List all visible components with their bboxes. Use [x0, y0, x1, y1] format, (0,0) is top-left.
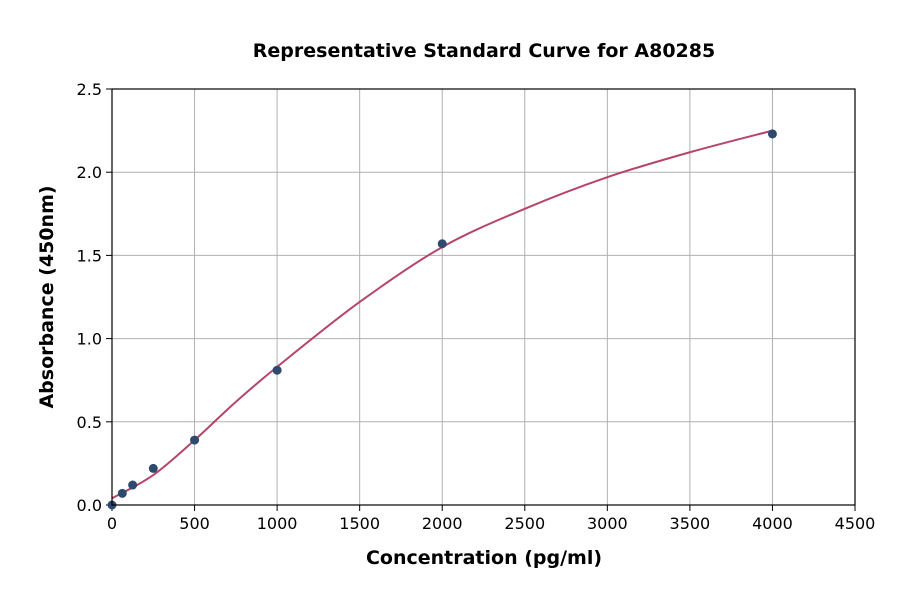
x-tick-label: 0	[107, 514, 117, 533]
x-tick-label: 500	[179, 514, 210, 533]
data-point	[148, 463, 158, 473]
x-tick-label: 4500	[835, 514, 876, 533]
y-axis-label: Absorbance (450nm)	[36, 185, 58, 408]
x-axis-label: Concentration (pg/ml)	[366, 547, 602, 569]
y-tick-label: 1.0	[77, 330, 102, 349]
y-tick-label: 0.5	[77, 413, 102, 432]
data-point	[272, 365, 282, 375]
data-point	[190, 435, 200, 445]
plot-frame	[111, 88, 856, 506]
x-tick-label: 3500	[670, 514, 711, 533]
y-tick-label: 0.0	[77, 496, 102, 515]
x-tick-label: 4000	[752, 514, 793, 533]
x-tick-label: 3000	[587, 514, 628, 533]
x-tick-label: 2500	[504, 514, 545, 533]
x-tick-label: 1000	[257, 514, 298, 533]
y-tick-label: 2.5	[77, 80, 102, 99]
data-point	[117, 488, 127, 498]
data-point	[437, 239, 447, 249]
data-point	[128, 480, 138, 490]
y-tick-label: 1.5	[77, 246, 102, 265]
data-point	[767, 129, 777, 139]
x-tick-label: 1500	[339, 514, 380, 533]
x-tick-label: 2000	[422, 514, 463, 533]
chart-title: Representative Standard Curve for A80285	[253, 40, 715, 62]
y-tick-label: 2.0	[77, 163, 102, 182]
